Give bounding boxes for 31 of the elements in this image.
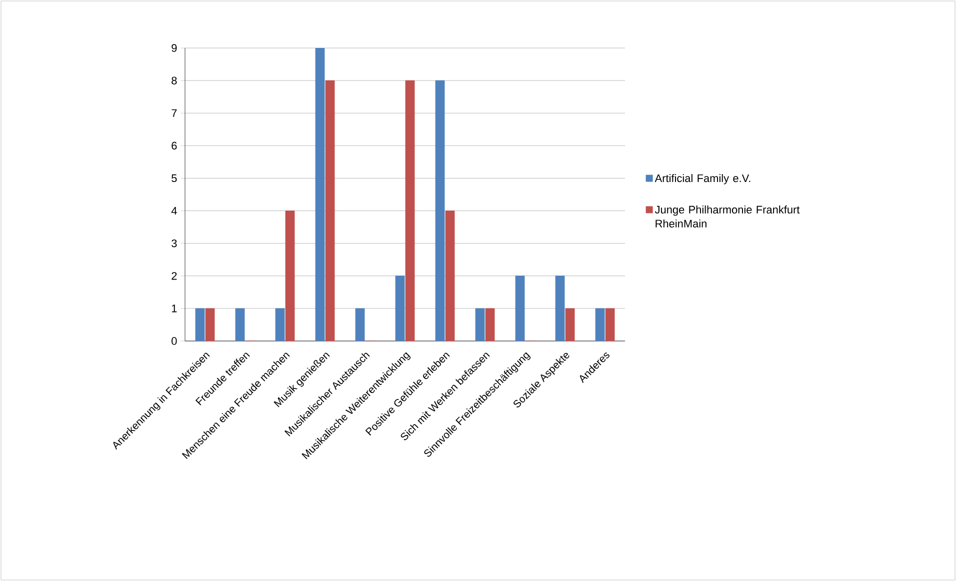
bar bbox=[485, 308, 495, 341]
y-tick-label: 2 bbox=[172, 272, 177, 280]
bar bbox=[355, 308, 365, 341]
y-tick-label: 7 bbox=[172, 109, 177, 117]
bar bbox=[605, 308, 615, 341]
bar bbox=[275, 308, 285, 341]
y-tick-label: 1 bbox=[172, 304, 177, 312]
bar bbox=[565, 308, 575, 341]
bar bbox=[395, 276, 405, 341]
y-tick-label: 3 bbox=[172, 239, 177, 248]
y-tick-label: 9 bbox=[172, 44, 177, 52]
y-tick-label: 5 bbox=[172, 174, 177, 182]
legend-label: Artificial Family e.V. bbox=[654, 174, 750, 184]
y-tick-label: 6 bbox=[172, 142, 177, 150]
bar bbox=[285, 210, 295, 341]
bar bbox=[315, 48, 325, 341]
y-tick-label: 4 bbox=[171, 207, 177, 215]
bar bbox=[325, 80, 335, 341]
bar bbox=[445, 210, 455, 341]
y-tick-label: 0 bbox=[172, 337, 177, 345]
bar bbox=[475, 308, 485, 341]
bar bbox=[595, 308, 605, 341]
bar bbox=[235, 308, 245, 341]
bar bbox=[405, 80, 415, 341]
bar bbox=[435, 80, 445, 341]
bar bbox=[195, 308, 205, 341]
legend-label: Junge Philharmonie Frankfurt RheinMain bbox=[654, 205, 800, 228]
bar bbox=[555, 276, 565, 341]
y-tick-label: 8 bbox=[172, 76, 177, 84]
bar bbox=[515, 276, 525, 341]
bar bbox=[205, 308, 215, 341]
